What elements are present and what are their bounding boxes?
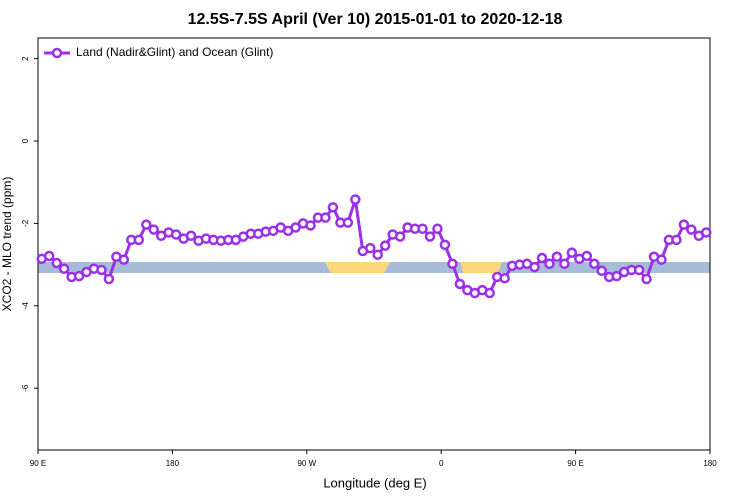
point-marker — [686, 224, 697, 235]
point-marker — [58, 263, 70, 274]
point-marker — [342, 217, 354, 228]
point-marker — [596, 265, 607, 277]
x-axis-label: Longitude (deg E) — [323, 475, 426, 490]
point-marker — [499, 272, 510, 284]
point-marker — [484, 287, 495, 299]
point-marker — [290, 222, 301, 233]
point-marker — [96, 264, 107, 276]
point-marker — [701, 227, 712, 238]
point-marker — [424, 231, 436, 242]
point-marker — [454, 278, 466, 290]
point-marker — [372, 249, 383, 260]
y-axis-label: XCO2 - MLO trend (ppm) — [0, 177, 14, 312]
point-marker — [671, 234, 682, 246]
point-marker — [544, 258, 555, 270]
point-marker — [170, 229, 182, 240]
point-marker — [185, 230, 197, 242]
point-marker — [394, 231, 406, 242]
legend-label: Land (Nadir&Glint) and Ocean (Glint) — [76, 45, 273, 59]
point-marker — [133, 234, 145, 246]
point-marker — [305, 220, 316, 231]
y-tick-label: -4 — [21, 302, 30, 310]
x-tick-label: 0 — [439, 459, 444, 468]
land-band — [460, 262, 502, 273]
y-tick-label: 0 — [21, 138, 30, 143]
plot-frame — [37, 37, 711, 451]
point-marker — [641, 273, 652, 285]
x-tick-label: 180 — [166, 459, 180, 468]
point-marker — [559, 258, 570, 270]
x-tick-label: 180 — [703, 459, 717, 468]
point-marker — [611, 270, 622, 282]
point-marker — [118, 254, 130, 265]
point-marker — [350, 194, 361, 205]
chart-title: 12.5S-7.5S April (Ver 10) 2015-01-01 to … — [188, 11, 563, 28]
x-tick-label: 90 E — [567, 459, 583, 468]
point-marker — [103, 273, 115, 285]
legend-marker — [51, 47, 63, 59]
y-tick-label: -2 — [21, 219, 30, 227]
point-marker — [379, 240, 391, 251]
point-marker — [141, 219, 152, 230]
surface-band — [38, 262, 710, 273]
land-band — [325, 262, 390, 273]
point-marker — [439, 239, 451, 251]
point-marker — [73, 270, 85, 282]
point-marker — [589, 258, 600, 270]
point-marker — [551, 251, 563, 263]
point-marker — [365, 242, 376, 254]
point-marker — [432, 223, 443, 235]
point-marker — [51, 257, 62, 269]
point-marker — [327, 202, 339, 213]
point-marker — [43, 250, 55, 262]
point-marker — [536, 252, 548, 264]
point-marker — [581, 250, 593, 262]
point-marker — [656, 254, 667, 265]
point-marker — [320, 212, 331, 223]
y-tick-label: 2 — [21, 56, 30, 61]
point-marker — [566, 247, 578, 258]
point-marker — [417, 223, 428, 235]
x-tick-label: 90 E — [30, 459, 46, 468]
point-marker — [447, 258, 458, 270]
point-marker — [148, 224, 159, 235]
point-marker — [633, 264, 645, 276]
point-marker — [529, 261, 540, 273]
point-marker — [678, 219, 690, 230]
x-tick-label: 90 W — [297, 459, 316, 468]
y-tick-label: -6 — [21, 384, 30, 392]
